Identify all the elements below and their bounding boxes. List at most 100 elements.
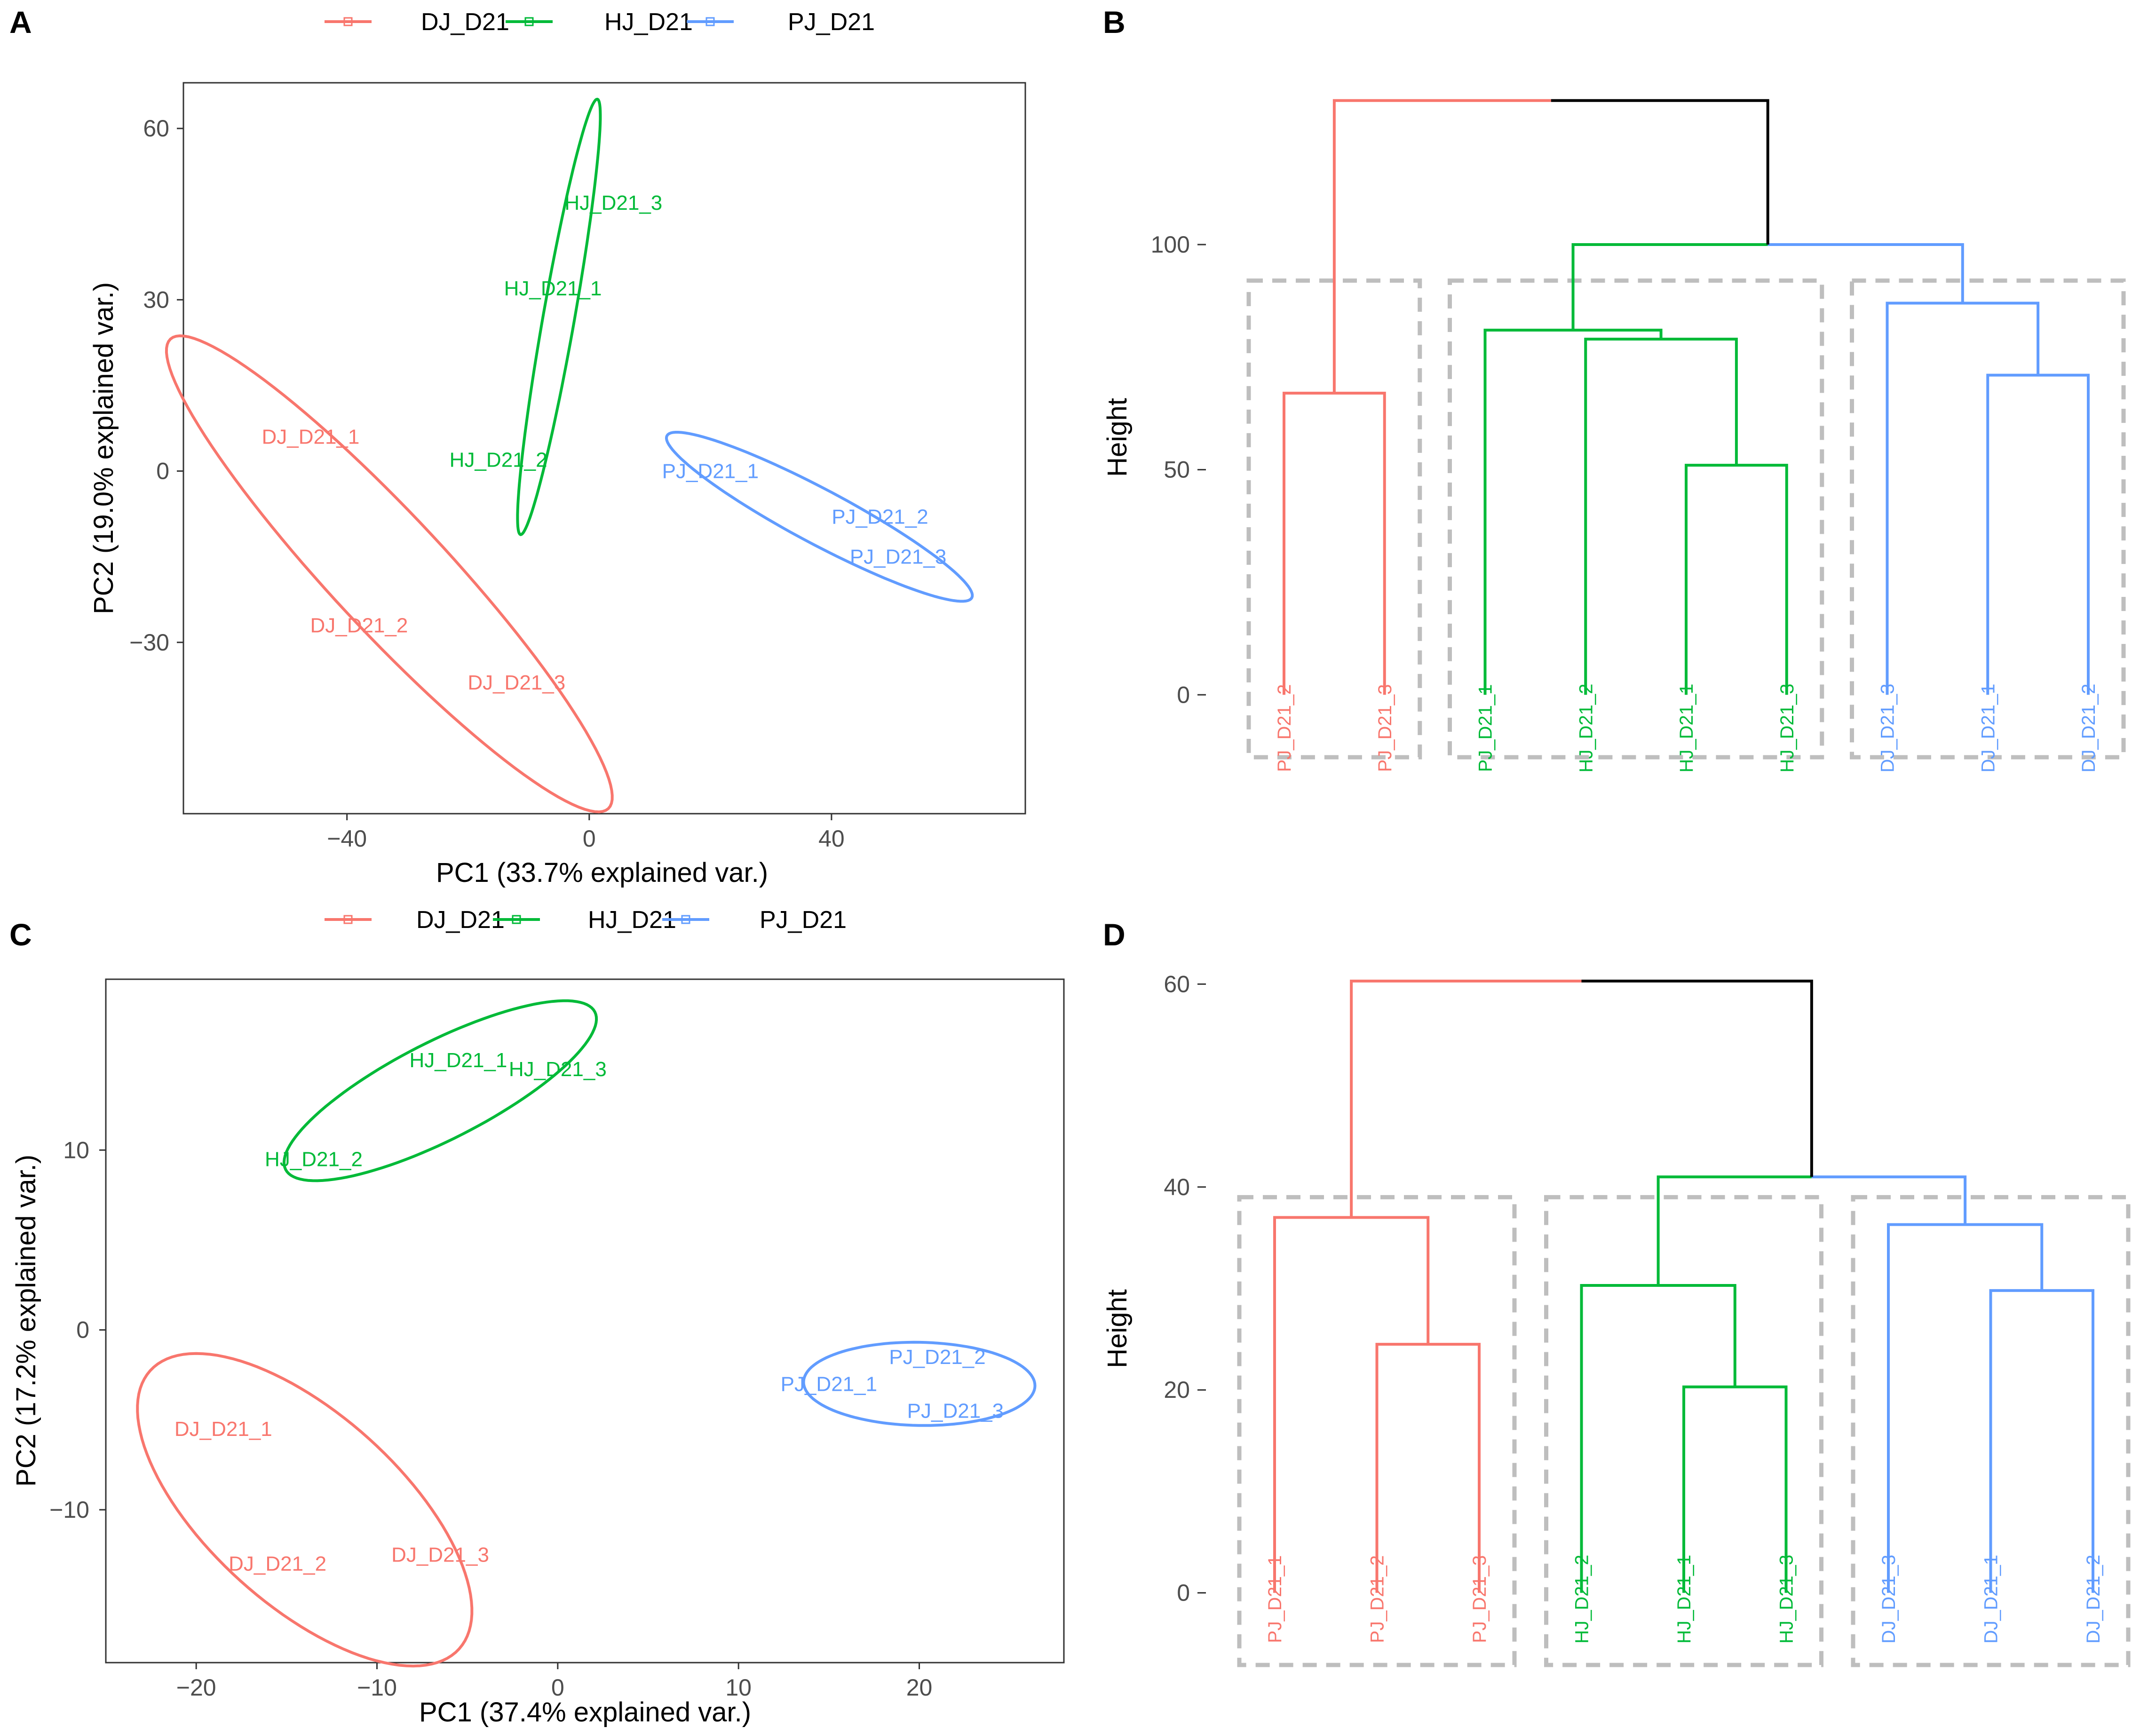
x-tick-label: 40 bbox=[818, 825, 845, 852]
y-axis-title: PC2 (17.2% explained var.) bbox=[11, 1155, 41, 1487]
sample-label: DJ_D21_3 bbox=[391, 1544, 489, 1567]
leaf-label: DJ_D21_3 bbox=[1878, 1554, 1899, 1643]
legend-key-marker bbox=[512, 915, 521, 924]
legend-label: DJ_D21 bbox=[416, 906, 505, 934]
confidence-ellipse-pj bbox=[665, 431, 974, 603]
x-tick-label: −10 bbox=[357, 1674, 397, 1701]
leaf-label: PJ_D21_3 bbox=[1375, 684, 1395, 772]
dendrogram-branch bbox=[1584, 338, 1738, 695]
legend-key-marker bbox=[524, 17, 534, 26]
panel-letter: C bbox=[9, 917, 32, 952]
dendrogram-branch bbox=[1283, 391, 1386, 695]
dendrogram-branch bbox=[1483, 328, 1663, 695]
legend-label: PJ_D21 bbox=[788, 8, 875, 36]
y-tick-label: 20 bbox=[1164, 1377, 1190, 1403]
legend-label: PJ_D21 bbox=[760, 906, 847, 934]
panel-letter: B bbox=[1103, 5, 1125, 40]
legend-label: DJ_D21 bbox=[421, 8, 509, 36]
legend-key-marker bbox=[343, 17, 353, 26]
sample-label: HJ_D21_3 bbox=[509, 1058, 607, 1081]
leaf-label: DJ_D21_1 bbox=[1981, 1554, 2002, 1643]
y-tick-label: 100 bbox=[1151, 231, 1190, 258]
dendrogram-branch bbox=[1571, 243, 1768, 330]
leaf-label: HJ_D21_1 bbox=[1676, 683, 1697, 772]
cluster-box bbox=[1246, 278, 1422, 760]
x-tick-label: 10 bbox=[725, 1674, 752, 1701]
x-axis-title: PC1 (37.4% explained var.) bbox=[419, 1697, 751, 1728]
leaf-label: PJ_D21_1 bbox=[1265, 1555, 1285, 1643]
leaf-label: PJ_D21_2 bbox=[1274, 684, 1295, 772]
panel-a: A DJ_D21 HJ_D21 PJ_D21 −30 0 30 60 −40 0 40 PC1 (33… bbox=[9, 5, 1026, 888]
legend-label: HJ_D21 bbox=[604, 8, 693, 36]
confidence-ellipse-dj bbox=[165, 334, 614, 814]
sample-label: PJ_D21_3 bbox=[907, 1400, 1004, 1423]
panel-b: B 0 50 100 Height PJ_D21_2 PJ_D21_3 PJ_D21_1 HJ_… bbox=[1102, 5, 2126, 773]
cluster-box bbox=[1544, 1195, 1823, 1667]
y-tick-label: 60 bbox=[1164, 971, 1190, 997]
panel-c: C DJ_D21 HJ_D21 PJ_D21 −10 0 10 −20 −10 0 10 20 PC1 … bbox=[9, 906, 1065, 1728]
legend-key-marker bbox=[681, 915, 690, 924]
x-axis-title: PC1 (33.7% explained var.) bbox=[436, 857, 768, 888]
dendrogram-branch bbox=[1811, 1175, 1967, 1225]
leaf-label: PJ_D21_2 bbox=[1367, 1555, 1388, 1643]
dendrogram-branch bbox=[1375, 1343, 1481, 1593]
y-axis-title: PC2 (19.0% explained var.) bbox=[88, 282, 119, 614]
y-tick-label: 50 bbox=[1164, 457, 1190, 483]
cluster-box bbox=[1237, 1195, 1517, 1667]
dendrogram-branch bbox=[1887, 1223, 2044, 1593]
plot-frame bbox=[182, 82, 1026, 815]
sample-label: DJ_D21_3 bbox=[468, 671, 565, 694]
y-tick-label: −10 bbox=[49, 1497, 89, 1523]
leaf-label: HJ_D21_3 bbox=[1777, 683, 1798, 772]
x-tick-label: −20 bbox=[176, 1674, 216, 1701]
y-tick-label: 10 bbox=[63, 1137, 89, 1163]
leaf-label: PJ_D21_1 bbox=[1475, 684, 1496, 772]
panel-d: D 0 20 40 60 Height PJ_D21_1 PJ_D21_2 PJ_D21_3 HJ… bbox=[1102, 917, 2131, 1667]
dendrogram-branch bbox=[1657, 1175, 1812, 1286]
cluster-box bbox=[1851, 1195, 2131, 1667]
leaf-label: DJ_D21_2 bbox=[2083, 1554, 2104, 1643]
y-tick-label: 40 bbox=[1164, 1174, 1190, 1200]
leaf-label: DJ_D21_2 bbox=[2078, 683, 2099, 772]
legend-key-marker bbox=[705, 17, 715, 26]
sample-label: DJ_D21_2 bbox=[310, 614, 408, 637]
sample-label: DJ_D21_1 bbox=[174, 1418, 272, 1441]
leaf-label: DJ_D21_3 bbox=[1878, 683, 1898, 772]
y-tick-label: 30 bbox=[143, 286, 169, 313]
dendrogram-branch bbox=[1350, 979, 1582, 1218]
y-tick-label: 0 bbox=[1177, 1580, 1190, 1606]
x-tick-label: 0 bbox=[551, 1674, 564, 1701]
plot-frame bbox=[105, 978, 1065, 1664]
dendrogram-root-branch bbox=[1581, 979, 1813, 1177]
leaf-label: HJ_D21_1 bbox=[1674, 1554, 1695, 1643]
sample-label: HJ_D21_1 bbox=[410, 1049, 507, 1072]
dendrogram-branch bbox=[1989, 1289, 2094, 1593]
leaf-label: HJ_D21_2 bbox=[1572, 1554, 1593, 1643]
confidence-ellipse-dj bbox=[136, 1352, 474, 1668]
confidence-ellipse-pj bbox=[802, 1340, 1037, 1427]
sample-label: HJ_D21_3 bbox=[564, 191, 662, 214]
sample-label: PJ_D21_2 bbox=[832, 506, 928, 529]
sample-label: PJ_D21_1 bbox=[662, 460, 759, 483]
panel-letter: A bbox=[9, 5, 32, 40]
sample-label: PJ_D21_1 bbox=[781, 1372, 877, 1395]
cluster-box bbox=[1448, 278, 1824, 760]
legend-key-marker bbox=[343, 915, 353, 924]
leaf-label: HJ_D21_2 bbox=[1576, 683, 1596, 772]
sample-label: DJ_D21_2 bbox=[229, 1553, 326, 1576]
y-tick-label: −30 bbox=[129, 629, 169, 656]
x-tick-label: 20 bbox=[906, 1674, 933, 1701]
leaf-label: DJ_D21_1 bbox=[1978, 683, 1998, 772]
dendrogram-branch bbox=[1682, 1385, 1788, 1593]
dendrogram-branch bbox=[1886, 301, 2040, 695]
dendrogram-branch bbox=[1986, 373, 2090, 695]
dendrogram-branch bbox=[1580, 1284, 1736, 1593]
sample-label: HJ_D21_1 bbox=[504, 277, 602, 300]
y-axis-title: Height bbox=[1102, 1289, 1133, 1368]
y-tick-label: 0 bbox=[156, 458, 169, 484]
cluster-box bbox=[1850, 278, 2126, 760]
dendrogram-branch bbox=[1767, 243, 1964, 303]
leaf-label: PJ_D21_3 bbox=[1469, 1555, 1490, 1643]
panel-letter: D bbox=[1103, 917, 1125, 952]
